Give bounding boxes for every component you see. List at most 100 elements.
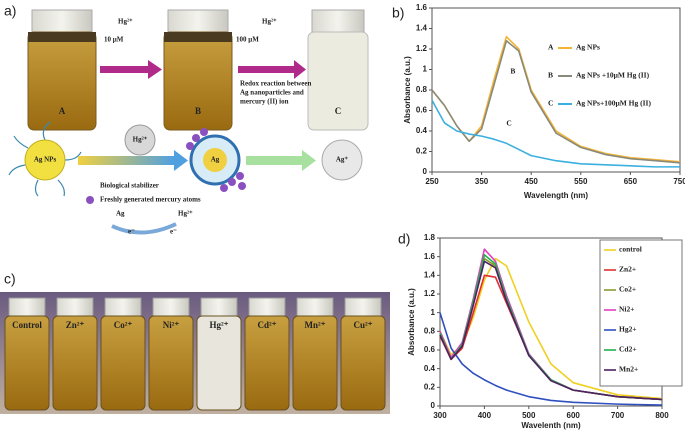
ion-sphere [124,124,156,156]
vial [4,315,50,411]
y-tick-label: 0.4 [424,364,436,373]
series-line [431,99,680,168]
x-tick-label: 600 [567,411,581,420]
vial [52,315,98,411]
note: mercury (II) ion [240,98,289,106]
stabilizer-label: Biological stabilizer [100,182,159,190]
electron-arrow [111,222,177,235]
vial [292,315,338,411]
legend-label: Cd2+ [619,345,637,354]
annotation: B [510,66,515,75]
y-tick-label: 1.8 [424,233,436,242]
vial-label: Hg²⁺ [210,320,229,330]
panel-label: d) [398,231,410,247]
legend-label: Ag NPs [576,43,600,52]
ion-label: Hg²⁺ [262,18,277,26]
y-tick-label: 0.2 [416,147,428,156]
y-axis-label: Absorbance (a.u.) [403,56,412,124]
arrow [78,150,316,171]
vial-label: Mn²⁺ [305,320,326,330]
y-tick-label: 1.6 [424,252,436,261]
vial-label: C [335,106,342,116]
vial-row: Control Zn²⁺ Co²⁺ Ni²⁺ Hg²⁺ Cd²⁺ Mn²⁺ Cu²⁺ [4,297,386,411]
vial-cap [344,297,382,317]
note: Redox reaction between [240,80,312,88]
x-tick-label: 800 [655,411,669,420]
vial-a [27,9,97,131]
vial-cap [8,297,46,317]
vial-c [307,9,369,131]
ag-core-inner [203,148,227,172]
vial-cap [104,297,142,317]
donor-label: Ag [116,210,125,218]
legend-label: Co2+ [619,285,636,294]
y-tick-label: 0.6 [424,345,436,354]
product-sphere [321,139,363,181]
amount-label: 100 μM [236,36,259,44]
mercury-atoms [186,128,246,192]
legend-box [599,239,683,387]
vial-label: Cd²⁺ [258,320,277,330]
x-tick-label: 750 [673,177,685,186]
series-line [439,260,663,401]
x-tick-label: 400 [478,411,492,420]
x-tick-label: 250 [425,177,439,186]
y-tick-label: 1.4 [424,270,436,279]
y-tick-label: 1.2 [416,44,428,53]
vial [244,315,290,411]
y-tick-label: 1 [431,308,436,317]
series-line [431,39,681,164]
legend-key: B [548,71,553,80]
vial-b [163,9,233,131]
y-tick-label: 0 [431,401,436,410]
x-tick-label: 350 [475,177,489,186]
ion-label: Hg²⁺ [133,136,148,144]
vial-label: A [59,106,66,116]
acceptor-label: Hg²⁺ [178,210,193,218]
legend-label: Mn2+ [619,365,638,374]
x-tick-label: 550 [574,177,588,186]
vial-cap [152,297,190,317]
y-tick-label: 1 [423,65,428,74]
y-tick-label: 0 [423,167,428,176]
legend-label: Ag NPs +10μM Hg (II) [576,71,650,80]
amount-label: 10 μM [104,36,124,44]
legend-label: Hg2+ [619,325,637,334]
y-tick-label: 1.2 [424,289,436,298]
legend-label: Ag NPs+100μM Hg (II) [576,99,651,108]
note: Ag nanoparticles and [240,89,304,97]
y-tick-label: 0.8 [424,326,436,335]
plot-frame [431,7,681,173]
x-tick-label: 450 [525,177,539,186]
np-label: Ag NPs [34,156,57,164]
y-axis-label: Absorbance (a.u.) [407,288,416,356]
vial-cap [200,297,238,317]
legend-label: control [619,245,642,254]
panel-label: c) [4,271,16,287]
x-tick-label: 650 [624,177,638,186]
x-tick-label: 700 [611,411,625,420]
legend-key: A [548,43,554,52]
legend-label: Zn2+ [619,265,636,274]
ion-label: Hg²⁺ [118,18,133,26]
x-axis-label: Wavelength (nm) [524,191,588,200]
arrow [100,60,306,79]
panel-label: a) [4,3,16,19]
product-label: Ag⁺ [336,156,349,164]
series-line [439,312,663,406]
vial [148,315,194,411]
vial-cap [248,297,286,317]
vial-label: Control [12,320,42,330]
vial [100,315,146,411]
vial-label: Co²⁺ [114,320,133,330]
x-axis-label: Wavelenth (nm) [521,421,581,430]
y-tick-label: 0.6 [416,106,428,115]
y-tick-label: 0.8 [416,85,428,94]
vial [196,315,242,411]
vial-label: B [195,106,201,116]
charts: b) 0 0.2 0.4 0.6 0.8 1 1.2 1.4 1.6 250 350 450 550 650… [392,3,685,430]
legend-key: C [548,99,553,108]
x-tick-label: 300 [433,411,447,420]
